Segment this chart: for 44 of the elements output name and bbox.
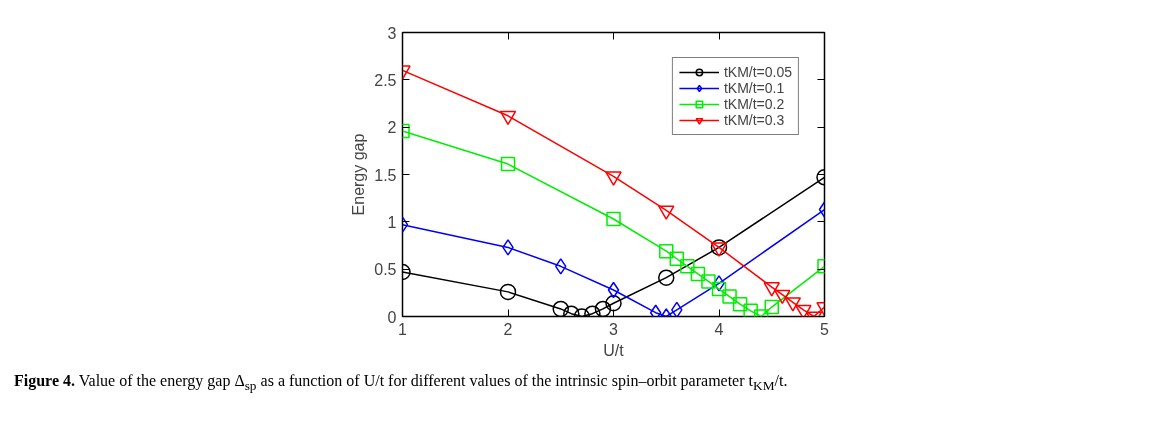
caption: Figure 4. Value of the energy gap Δ$_{sp}$ as a function of U/t for different values of the intrinsic spin–orbit parameter t$_{KM}$/t. — [14, 371, 788, 396]
point — [552, 300, 569, 317]
y-tick-label: 0 — [387, 308, 397, 326]
y-tick-label: 1.5 — [374, 166, 397, 184]
point — [605, 295, 622, 312]
point — [711, 281, 727, 297]
point — [606, 211, 621, 227]
point — [658, 205, 675, 220]
point — [713, 275, 725, 292]
point — [594, 300, 612, 317]
point — [671, 301, 683, 317]
legend-label: tKM/t=0.2 — [723, 96, 785, 112]
x-tick-label: 1 — [398, 320, 408, 338]
point — [607, 281, 620, 299]
x-tick-label: 3 — [609, 320, 619, 338]
point — [605, 171, 622, 186]
point — [680, 259, 695, 274]
point — [732, 296, 748, 312]
point — [555, 258, 567, 275]
legend-label: tKM/t=0.05 — [723, 64, 792, 80]
point — [659, 243, 674, 259]
x-tick-label: 5 — [820, 320, 830, 338]
point — [499, 283, 517, 301]
x-axis-title: U/t — [603, 341, 625, 359]
point — [499, 110, 517, 126]
point — [701, 274, 716, 289]
legend-label: tKM/t=0.1 — [723, 80, 785, 96]
y-tick-label: 1 — [387, 213, 397, 231]
y-tick-label: 0.5 — [374, 261, 397, 279]
y-tick-label: 2.5 — [374, 71, 397, 89]
point — [722, 289, 737, 304]
y-tick-label: 3 — [387, 24, 397, 42]
point — [658, 269, 675, 286]
legend-label: tKM/t=0.3 — [723, 112, 785, 128]
x-tick-label: 2 — [503, 320, 513, 338]
point — [764, 299, 779, 315]
y-tick-label: 2 — [387, 119, 397, 137]
point — [502, 239, 514, 256]
point — [690, 266, 706, 282]
point — [795, 304, 812, 317]
y-axis-title: Energy gap — [350, 133, 368, 216]
point — [500, 156, 516, 172]
x-tick-label: 4 — [714, 320, 724, 338]
point — [669, 251, 685, 266]
